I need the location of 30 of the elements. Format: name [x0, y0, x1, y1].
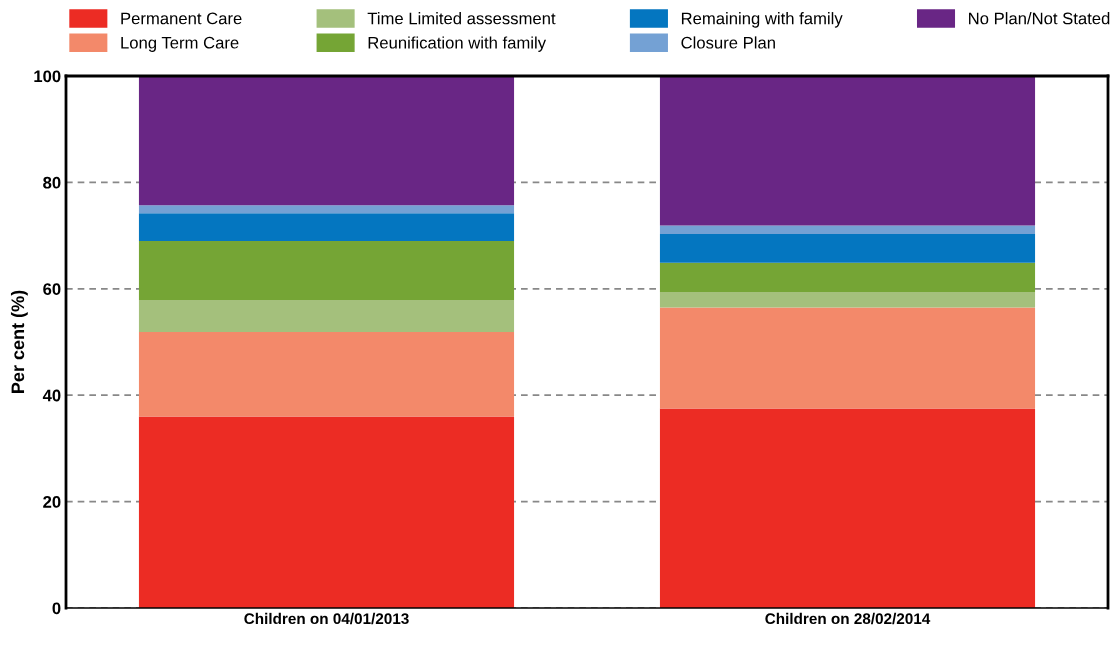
bar — [659, 408, 1036, 608]
bar — [138, 240, 515, 300]
legend-label: Closure Plan — [681, 36, 775, 49]
y-tick-label: 100 — [34, 70, 61, 83]
bar — [659, 225, 1036, 234]
legend-label: Reunification with family — [368, 36, 547, 52]
bar — [138, 331, 515, 417]
legend-label: Time Limited assessment — [367, 12, 556, 25]
bar — [659, 291, 1036, 308]
legend-label: No Plan/Not Stated — [969, 12, 1110, 25]
x-tick-label: Children on 04/01/2013 — [244, 612, 409, 625]
bar — [138, 299, 515, 332]
x-tick-label: Children on 28/02/2014 — [765, 612, 931, 625]
bar — [659, 307, 1036, 409]
bar — [138, 205, 515, 214]
legend-label: Long Term Care — [121, 36, 239, 52]
bar — [138, 76, 515, 206]
bar — [659, 234, 1036, 263]
y-tick-label: 60 — [43, 283, 61, 295]
legend-label: Permanent Care — [121, 12, 242, 25]
y-axis-title: Per cent (%) — [10, 290, 28, 393]
bar — [659, 76, 1036, 226]
y-tick-label: 20 — [43, 496, 61, 508]
legend-label: Remaining with family — [681, 12, 843, 28]
y-tick-label: 0 — [52, 602, 61, 615]
y-tick-label: 80 — [43, 176, 61, 189]
bar — [138, 416, 515, 608]
bar — [659, 262, 1036, 292]
y-tick-label: 40 — [42, 389, 61, 402]
bar — [138, 213, 515, 241]
